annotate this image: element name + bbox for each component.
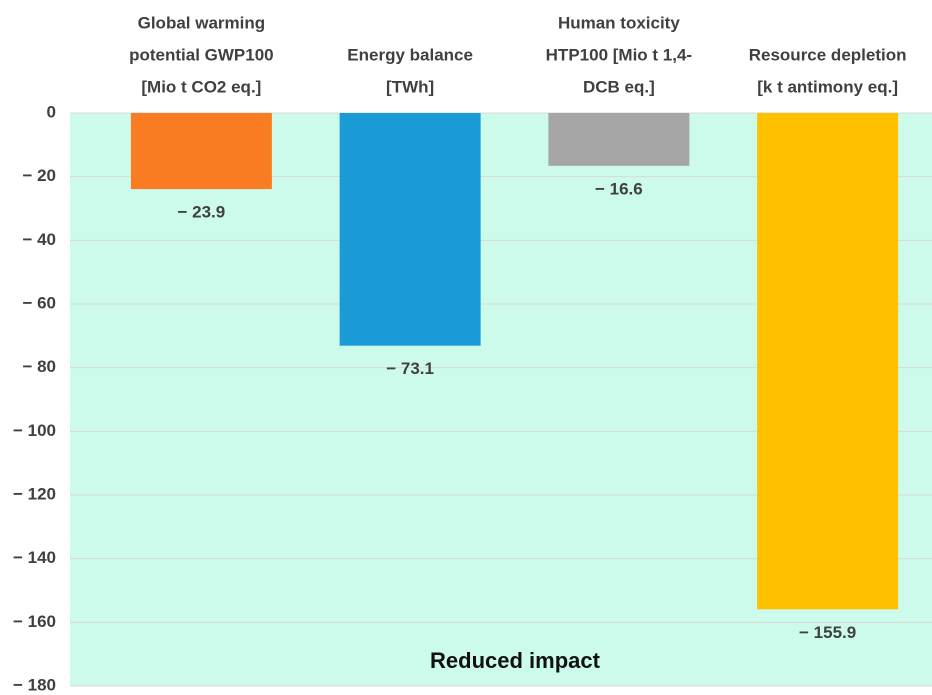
data-label: − 23.9 [178, 203, 226, 222]
x-tick-label: potential GWP100 [129, 45, 274, 64]
x-tick-label: [TWh] [386, 77, 434, 96]
data-label: − 16.6 [595, 179, 643, 198]
x-tick-label: HTP100 [Mio t 1,4- [546, 45, 692, 64]
data-label: − 73.1 [386, 359, 434, 378]
bar [339, 113, 481, 346]
x-tick-label: Resource depletion [749, 45, 907, 64]
annotation: Reduced impact [430, 648, 601, 673]
y-tick-label: − 140 [13, 548, 56, 567]
bar [130, 113, 272, 190]
bar [548, 113, 690, 166]
x-tick-label: Human toxicity [558, 13, 680, 32]
y-tick-label: − 20 [22, 166, 56, 185]
x-tick-label: [k t antimony eq.] [757, 77, 898, 96]
y-tick-label: − 100 [13, 421, 56, 440]
y-tick-label: − 40 [22, 230, 56, 249]
data-label: − 155.9 [799, 623, 856, 642]
x-tick-label: [Mio t CO2 eq.] [141, 77, 261, 96]
y-tick-label: − 80 [22, 357, 56, 376]
y-tick-label: 0 [47, 102, 56, 121]
y-tick-label: − 120 [13, 484, 56, 503]
x-tick-label: DCB eq.] [583, 77, 655, 96]
bar [757, 113, 899, 610]
y-tick-label: − 180 [13, 675, 56, 694]
x-tick-label: Global warming [138, 13, 266, 32]
x-tick-label: Energy balance [347, 45, 473, 64]
y-tick-label: − 60 [22, 293, 56, 312]
y-tick-label: − 160 [13, 612, 56, 631]
